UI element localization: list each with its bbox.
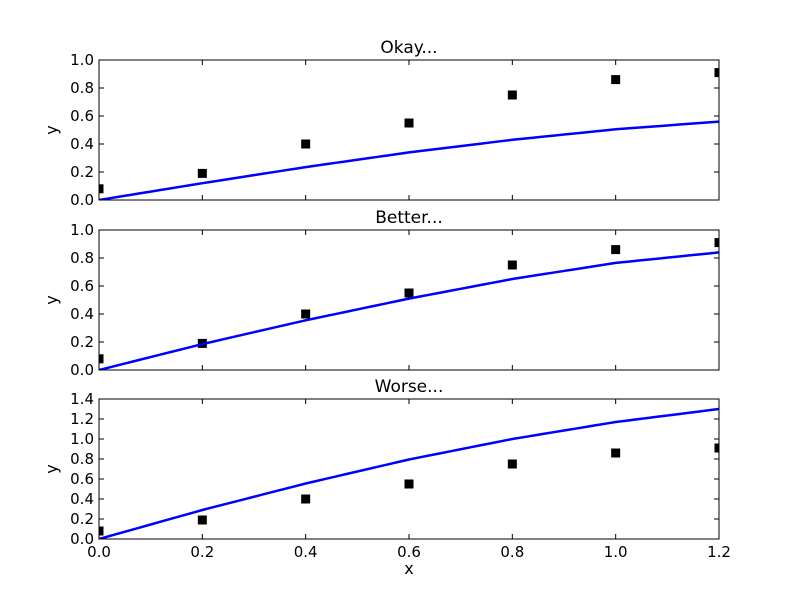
data-point: [611, 245, 621, 255]
data-point: [404, 118, 414, 128]
y-tick-label: 0.6: [70, 277, 94, 295]
y-tick-label: 0.2: [70, 333, 94, 351]
y-tick-label: 0.4: [70, 305, 94, 323]
data-point: [301, 139, 311, 149]
x-tick-label: 0.0: [87, 543, 111, 561]
data-point: [404, 479, 414, 489]
x-tick-label: 0.8: [500, 543, 524, 561]
y-tick-label: 0.4: [70, 490, 94, 508]
plot-frame: [98, 59, 720, 201]
subplot-2: 0.0 0.2 0.4 0.6 0.8 1.0 Better... y: [42, 208, 720, 379]
data-point: [301, 494, 311, 504]
y-tick-label: 1.4: [70, 390, 94, 408]
subplot-1: 0.0 0.2 0.4 0.6 0.8 1.0 Okay... y: [42, 38, 720, 209]
x-tick-label: 0.4: [294, 543, 318, 561]
data-point: [507, 90, 517, 100]
y-tick-label: 0.6: [70, 470, 94, 488]
subplot-title: Okay...: [380, 38, 437, 58]
x-tick-label: 0.2: [190, 543, 214, 561]
y-tick-label: 1.0: [70, 51, 94, 69]
y-axis-label: y: [42, 464, 61, 473]
plot-frame: [98, 229, 720, 371]
x-tick-label: 1.2: [707, 543, 731, 561]
data-point: [99, 354, 104, 364]
data-point: [197, 168, 207, 178]
model-curve-line: [99, 251, 719, 370]
x-tick-label: 1.0: [604, 543, 628, 561]
y-tick-label: 0.0: [70, 530, 94, 548]
y-axis-label: y: [42, 125, 61, 134]
y-tick-label: 0.2: [70, 163, 94, 181]
y-tick-label: 0.4: [70, 135, 94, 153]
x-tick-label: 0.6: [397, 543, 421, 561]
y-tick-label: 1.0: [70, 430, 94, 448]
y-tick-label: 1.2: [70, 410, 94, 428]
data-point: [611, 448, 621, 458]
y-axis-label: y: [42, 295, 61, 304]
y-tick-label: 0.6: [70, 107, 94, 125]
data-point: [507, 459, 517, 469]
y-tick-label: 1.0: [70, 221, 94, 239]
data-point: [99, 184, 104, 194]
data-point: [714, 238, 719, 248]
subplot-title: Worse...: [375, 377, 444, 397]
data-point: [714, 68, 719, 78]
subplot-3: 0.0 0.2 0.4 0.6 0.8 1.0 1.2 1.4 0.0 0.2 0.4 0.6 0.8 1…: [42, 377, 731, 578]
data-point: [99, 526, 104, 536]
data-point: [507, 260, 517, 270]
y-tick-label: 0.2: [70, 510, 94, 528]
y-tick-label: 0.8: [70, 79, 94, 97]
x-axis-label: x: [404, 559, 413, 578]
y-tick-label: 0.8: [70, 450, 94, 468]
model-curve-line: [99, 120, 719, 200]
subplot-title: Better...: [375, 208, 443, 228]
model-curve-line: [99, 407, 719, 539]
y-tick-label: 0.0: [70, 361, 94, 379]
data-point: [404, 288, 414, 298]
data-point: [611, 75, 621, 85]
y-tick-label: 0.0: [70, 191, 94, 209]
data-point: [714, 443, 719, 453]
data-point: [197, 515, 207, 525]
data-point: [301, 309, 311, 319]
y-tick-label: 0.8: [70, 249, 94, 267]
